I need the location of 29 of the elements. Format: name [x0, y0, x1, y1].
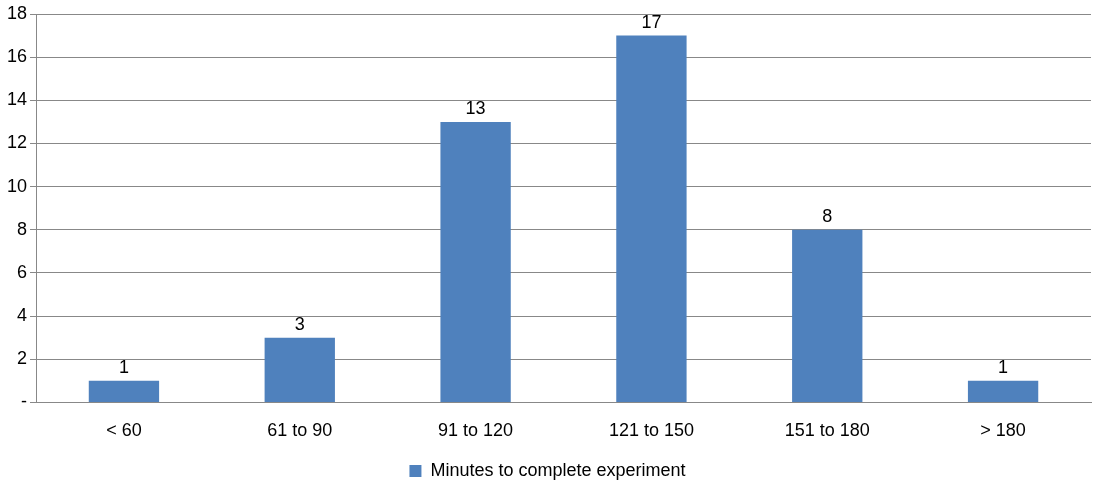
data-label: 1	[998, 356, 1009, 377]
data-label: 3	[294, 313, 305, 334]
x-tick-label: 151 to 180	[784, 420, 870, 441]
legend-label: Minutes to complete experiment	[430, 459, 686, 480]
y-tick-label: 10	[6, 175, 28, 196]
data-label: 8	[822, 205, 833, 226]
y-tick-label: 16	[6, 46, 28, 67]
y-tick-label: 12	[6, 132, 28, 153]
bar	[967, 380, 1039, 402]
bar	[440, 121, 511, 402]
bar	[792, 229, 863, 402]
data-label: 13	[465, 97, 486, 118]
y-tick-label: 4	[17, 305, 28, 326]
x-tick-label: > 180	[980, 420, 1026, 441]
x-tick-label: 91 to 120	[438, 420, 514, 441]
y-tick-label: 2	[17, 348, 28, 369]
bar	[264, 337, 335, 402]
y-tick-label: 6	[17, 261, 28, 282]
data-label: 17	[641, 11, 662, 32]
x-tick-label: 61 to 90	[267, 420, 333, 441]
y-tick-label: 18	[6, 2, 28, 23]
y-tick-label: -	[21, 391, 28, 412]
bar	[88, 380, 160, 402]
bar	[616, 35, 687, 402]
x-tick-label: < 60	[106, 420, 142, 441]
data-label: 1	[118, 356, 129, 377]
y-tick-label: 14	[6, 89, 28, 110]
x-tick-label: 121 to 150	[608, 420, 694, 441]
y-tick-label: 8	[17, 218, 28, 239]
